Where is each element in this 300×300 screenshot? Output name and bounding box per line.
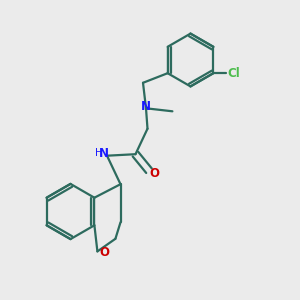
Text: O: O — [99, 246, 109, 260]
Text: N: N — [141, 100, 151, 113]
Text: H: H — [95, 148, 103, 158]
Text: O: O — [149, 167, 159, 180]
Text: Cl: Cl — [227, 67, 240, 80]
Text: N: N — [99, 147, 109, 160]
